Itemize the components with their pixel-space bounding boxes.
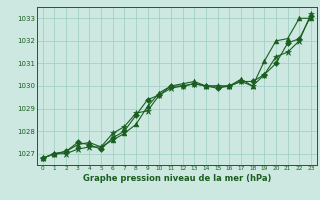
X-axis label: Graphe pression niveau de la mer (hPa): Graphe pression niveau de la mer (hPa) [83, 174, 271, 183]
